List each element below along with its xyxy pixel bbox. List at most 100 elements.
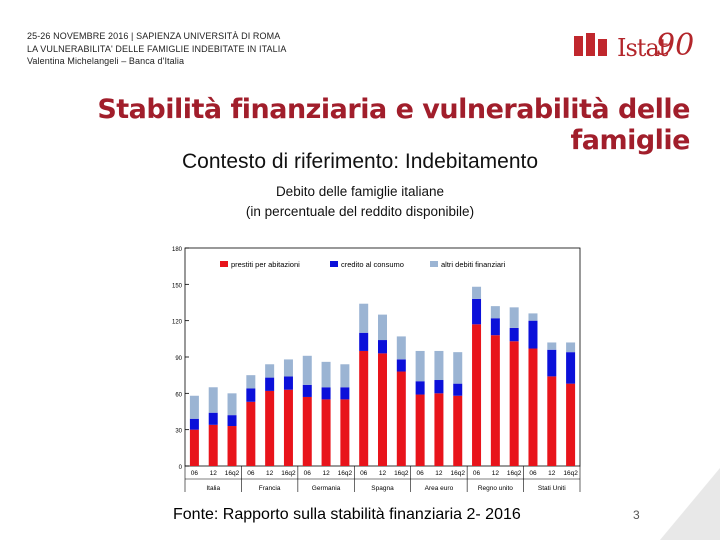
x-tick-label: 06	[360, 470, 368, 477]
bar-altri	[340, 364, 350, 388]
bar-consumo	[528, 320, 538, 349]
logo-block-icon	[586, 33, 595, 56]
legend-label: prestiti per abitazioni	[231, 260, 300, 269]
x-tick-label: 12	[379, 470, 387, 477]
bar-abitazioni	[453, 395, 463, 466]
bar-abitazioni	[359, 350, 369, 466]
y-tick-label: 30	[175, 429, 182, 435]
x-tick-label: 06	[304, 470, 312, 477]
bar-abitazioni	[566, 383, 576, 466]
istat-logo: Istat 90	[574, 28, 695, 72]
bar-consumo	[453, 383, 463, 396]
bar-consumo	[434, 380, 444, 394]
header-author: Valentina Michelangeli – Banca d'Italia	[27, 56, 185, 66]
group-label: Spagna	[371, 485, 394, 492]
y-tick-label: 120	[172, 320, 183, 326]
bar-altri	[434, 350, 444, 381]
bar-abitazioni	[528, 348, 538, 466]
bar-altri	[472, 286, 482, 299]
logo-block-icon	[574, 36, 583, 56]
x-tick-label: 16q2	[507, 470, 522, 477]
x-tick-label: 16q2	[563, 470, 578, 477]
header-topic: LA VULNERABILITA' DELLE FAMIGLIE INDEBIT…	[27, 43, 287, 54]
x-tick-label: 16q2	[225, 470, 240, 477]
bar-abitazioni	[265, 390, 275, 466]
bar-consumo	[302, 384, 312, 397]
bar-altri	[528, 313, 538, 321]
bar-altri	[396, 336, 406, 360]
legend-swatch	[430, 261, 438, 267]
y-tick-label: 90	[175, 356, 182, 362]
bar-altri	[321, 361, 331, 388]
bar-altri	[378, 314, 387, 341]
bar-abitazioni	[547, 376, 557, 466]
logo-block-icon	[598, 39, 607, 56]
page-number: 3	[633, 508, 640, 522]
bar-consumo	[359, 332, 369, 351]
chart-caption-unit: (in percentuale del reddito disponibile)	[245, 204, 475, 219]
bar-consumo	[415, 381, 425, 395]
bar-abitazioni	[396, 371, 406, 466]
legend-swatch	[220, 261, 228, 267]
bar-altri	[547, 342, 557, 350]
bar-abitazioni	[321, 399, 331, 466]
bar-abitazioni	[509, 341, 519, 466]
y-tick-label: 180	[172, 247, 183, 253]
bar-altri	[227, 393, 237, 416]
x-tick-label: 06	[529, 470, 537, 477]
bar-altri	[453, 352, 463, 384]
bar-altri	[283, 359, 293, 377]
bar-altri	[302, 355, 312, 385]
x-tick-label: 12	[492, 470, 500, 477]
y-tick-label: 60	[175, 392, 182, 398]
legend-label: credito al consumo	[341, 260, 404, 269]
bar-consumo	[472, 298, 482, 325]
debt-chart-svg: 0 30 60 90 120 150 180 prestiti per abitazioni c…	[172, 247, 581, 492]
y-tick-label: 150	[172, 283, 183, 289]
bar-consumo	[321, 387, 331, 400]
x-tick-label: 12	[322, 470, 330, 477]
bar-abitazioni	[472, 324, 482, 466]
source-note: Fonte: Rapporto sulla stabilità finanzia…	[173, 506, 521, 523]
bar-abitazioni	[434, 393, 444, 466]
bar-abitazioni	[340, 399, 350, 466]
bar-consumo	[208, 412, 218, 425]
group-label: Stati Uniti	[538, 485, 566, 492]
bar-altri	[265, 364, 275, 378]
y-tick-label: 0	[179, 465, 183, 471]
group-label: Italia	[206, 485, 220, 492]
x-tick-label: 06	[417, 470, 425, 477]
x-tick-label: 16q2	[451, 470, 466, 477]
section-subtitle: Contesto di riferimento: Indebitamento	[181, 150, 539, 173]
group-label: Francia	[259, 485, 281, 492]
slide-title: Stabilità finanziaria e vulnerabilità de…	[97, 94, 690, 156]
x-tick-label: 06	[191, 470, 199, 477]
bar-abitazioni	[283, 389, 293, 466]
bar-abitazioni	[208, 424, 218, 466]
bar-consumo	[227, 415, 237, 427]
debt-chart: 0 30 60 90 120 150 180 prestiti per abitazioni c…	[160, 238, 585, 500]
logo-text: Istat	[617, 34, 668, 62]
x-tick-label: 12	[548, 470, 556, 477]
bar-altri	[566, 342, 576, 353]
bar-abitazioni	[302, 396, 312, 466]
bar-abitazioni	[246, 401, 256, 466]
bar-abitazioni	[415, 394, 425, 466]
bar-consumo	[265, 377, 275, 391]
group-label: Area euro	[425, 485, 454, 492]
header-info: 25-26 NOVEMBRE 2016 | SAPIENZA UNIVERSIT…	[27, 30, 286, 68]
bar-altri	[246, 375, 256, 389]
bar-consumo	[547, 349, 557, 377]
bar-altri	[208, 387, 218, 413]
bar-abitazioni	[189, 429, 199, 466]
bar-altri	[359, 303, 369, 333]
chart-caption: Debito delle famiglie italiane	[275, 184, 445, 199]
bar-abitazioni	[378, 353, 387, 466]
bar-consumo	[246, 388, 256, 402]
x-tick-label: 16q2	[281, 470, 296, 477]
x-tick-label: 16q2	[394, 470, 409, 477]
legend-label: altri debiti finanziari	[441, 260, 506, 269]
logo-ninety: 90	[656, 28, 695, 63]
group-label: Germania	[312, 485, 341, 492]
bar-consumo	[566, 352, 576, 384]
